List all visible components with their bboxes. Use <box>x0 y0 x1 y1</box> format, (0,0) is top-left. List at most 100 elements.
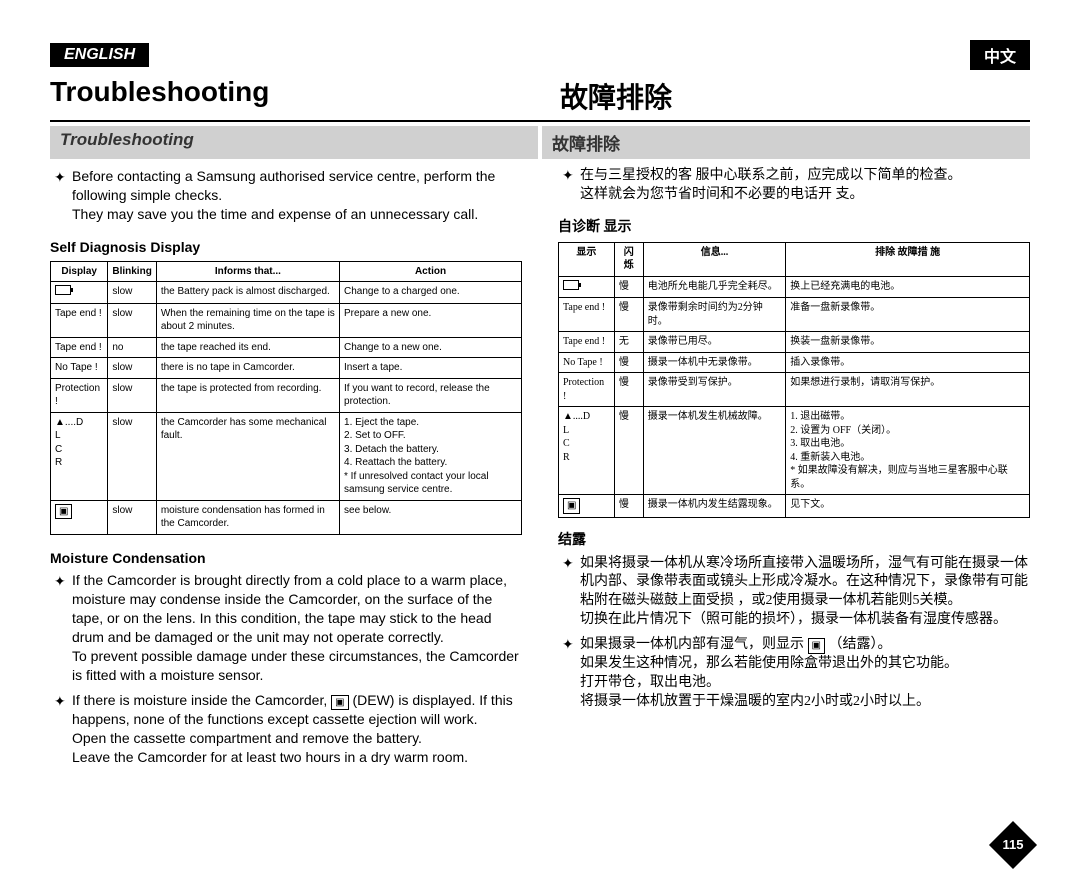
table-cell: 换装一盘新录像带。 <box>786 332 1030 353</box>
moist-text: 打开带仓，取出电池。 <box>580 675 720 690</box>
table-row: Protection !slowthe tape is protected fr… <box>51 378 522 412</box>
table-cell: 慢 <box>614 495 643 518</box>
table-cell: Change to a charged one. <box>340 282 522 304</box>
moist-text: 切换在此片情况下（照可能的损坏），摄录一体机装备有湿度传感器。 <box>580 612 1007 627</box>
diagnosis-table-en: Display Blinking Informs that... Action … <box>50 261 522 535</box>
moist-text: If the Camcorder is brought directly fro… <box>72 572 507 645</box>
table-row: 慢电池所允电能几乎完全耗尽。换上已经充满电的电池。 <box>559 276 1030 298</box>
moist-bullet: 如果将摄录一体机从寒冷场所直接带入温暖场所，湿气有可能在摄录一体机内部、录像带表… <box>558 555 1030 631</box>
lang-chinese: 中文 <box>970 40 1030 70</box>
table-cell: 录像带已用尽。 <box>643 332 786 353</box>
table-row: No Tape !慢摄录一体机中无录像带。插入录像带。 <box>559 352 1030 373</box>
table-cell: ▣ <box>51 500 108 534</box>
table-row: No Tape !slowthere is no tape in Camcord… <box>51 358 522 379</box>
table-cell: 慢 <box>614 373 643 407</box>
table-cell: 无 <box>614 332 643 353</box>
moist-bullet: 如果摄录一体机内部有湿气，则显示 ▣ （结露）。 如果发生这种情况，那么若能使用… <box>558 636 1030 712</box>
page-number: 115 <box>989 821 1037 869</box>
table-cell: 1. Eject the tape.2. Set to OFF.3. Detac… <box>340 412 522 500</box>
moist-heading: 结露 <box>558 532 1030 551</box>
table-cell: Protection ! <box>51 378 108 412</box>
moist-text: （结露）。 <box>828 637 891 652</box>
table-cell: slow <box>108 358 156 379</box>
table-cell: slow <box>108 500 156 534</box>
table-row: ▣慢摄录一体机内发生结露现象。见下文。 <box>559 495 1030 518</box>
th: Action <box>340 261 522 282</box>
subtitle-english: Troubleshooting <box>50 126 538 159</box>
table-cell: Tape end ! <box>51 303 108 337</box>
intro-text: Before contacting a Samsung authorised s… <box>72 168 495 203</box>
th: Display <box>51 261 108 282</box>
dew-icon: ▣ <box>563 498 580 514</box>
subtitle-chinese: 故障排除 <box>542 126 1030 159</box>
table-row: slowthe Battery pack is almost discharge… <box>51 282 522 304</box>
intro-bullet: Before contacting a Samsung authorised s… <box>50 167 522 224</box>
moist-text: Open the cassette compartment and remove… <box>72 730 422 746</box>
moist-text: 将摄录一体机放置于干燥温暖的室内2小时或2小时以上。 <box>580 694 930 709</box>
table-cell: 录像带剩余时间约为2分钟时。 <box>643 298 786 332</box>
th: 显示 <box>559 242 615 276</box>
table-row: Tape end !nothe tape reached its end.Cha… <box>51 337 522 358</box>
table-cell: 插入录像带。 <box>786 352 1030 373</box>
title-chinese: 故障排除 <box>560 72 1030 120</box>
table-cell <box>559 276 615 298</box>
th: Informs that... <box>156 261 339 282</box>
table-cell: Insert a tape. <box>340 358 522 379</box>
table-cell: slow <box>108 303 156 337</box>
moist-bullet: If there is moisture inside the Camcorde… <box>50 691 522 767</box>
table-cell: slow <box>108 412 156 500</box>
intro-text: 在与三星授权的客 服中心联系之前，应完成以下简单的检查。 <box>580 168 962 183</box>
table-cell: When the remaining time on the tape is a… <box>156 303 339 337</box>
table-cell: No Tape ! <box>559 352 615 373</box>
table-cell: 录像带受到写保护。 <box>643 373 786 407</box>
th: Blinking <box>108 261 156 282</box>
table-cell: No Tape ! <box>51 358 108 379</box>
battery-icon <box>563 280 579 290</box>
intro-bullet: 在与三星授权的客 服中心联系之前，应完成以下简单的检查。 这样就会为您节省时间和… <box>558 167 1030 205</box>
moist-text: 如果摄录一体机内部有湿气，则显示 <box>580 637 808 652</box>
title-english: Troubleshooting <box>50 72 520 120</box>
column-chinese: 在与三星授权的客 服中心联系之前，应完成以下简单的检查。 这样就会为您节省时间和… <box>558 167 1030 773</box>
table-cell: Change to a new one. <box>340 337 522 358</box>
diagnosis-table-cn: 显示 闪烁 信息... 排除 故障措 施 慢电池所允电能几乎完全耗尽。换上已经充… <box>558 242 1030 518</box>
table-cell: the Battery pack is almost discharged. <box>156 282 339 304</box>
table-row: Tape end !无录像带已用尽。换装一盘新录像带。 <box>559 332 1030 353</box>
table-cell: there is no tape in Camcorder. <box>156 358 339 379</box>
table-cell: no <box>108 337 156 358</box>
table-cell: slow <box>108 282 156 304</box>
table-cell: ▲....DLCR <box>51 412 108 500</box>
th: 排除 故障措 施 <box>786 242 1030 276</box>
table-cell: 慢 <box>614 298 643 332</box>
table-cell: 准备一盘新录像带。 <box>786 298 1030 332</box>
table-cell: 换上已经充满电的电池。 <box>786 276 1030 298</box>
intro-text-2: 这样就会为您节省时间和不必要的电话开 支。 <box>580 187 864 202</box>
moist-bullet: If the Camcorder is brought directly fro… <box>50 571 522 684</box>
table-cell: moisture condensation has formed in the … <box>156 500 339 534</box>
th: 闪烁 <box>614 242 643 276</box>
table-row: Tape end !慢录像带剩余时间约为2分钟时。准备一盘新录像带。 <box>559 298 1030 332</box>
table-cell: Protection ! <box>559 373 615 407</box>
column-english: Before contacting a Samsung authorised s… <box>50 167 522 773</box>
table-cell: 摄录一体机发生机械故障。 <box>643 407 786 495</box>
lang-english: ENGLISH <box>50 43 149 67</box>
table-cell: If you want to record, release the prote… <box>340 378 522 412</box>
table-cell: 摄录一体机中无录像带。 <box>643 352 786 373</box>
table-cell: 摄录一体机内发生结露现象。 <box>643 495 786 518</box>
table-cell: 慢 <box>614 352 643 373</box>
table-row: Protection !慢录像带受到写保护。如果想进行录制，请取消写保护。 <box>559 373 1030 407</box>
table-cell: 慢 <box>614 407 643 495</box>
th: 信息... <box>643 242 786 276</box>
manual-page: ENGLISH 中文 Troubleshooting 故障排除 Troubles… <box>0 0 1080 880</box>
battery-icon <box>55 285 71 295</box>
moist-text: 如果发生这种情况，那么若能使用除盒带退出外的其它功能。 <box>580 656 958 671</box>
moist-text: To prevent possible damage under these c… <box>72 648 519 683</box>
table-cell: Prepare a new one. <box>340 303 522 337</box>
table-cell: the tape is protected from recording. <box>156 378 339 412</box>
table-cell: Tape end ! <box>51 337 108 358</box>
table-cell <box>51 282 108 304</box>
table-cell: 1. 退出磁带。2. 设置为 OFF（关闭）。3. 取出电池。4. 重新装入电池… <box>786 407 1030 495</box>
diag-heading: 自诊断 显示 <box>558 219 1030 238</box>
table-row: ▲....DLCR慢摄录一体机发生机械故障。1. 退出磁带。2. 设置为 OFF… <box>559 407 1030 495</box>
table-cell: see below. <box>340 500 522 534</box>
subtitle-row: Troubleshooting 故障排除 <box>50 126 1030 159</box>
